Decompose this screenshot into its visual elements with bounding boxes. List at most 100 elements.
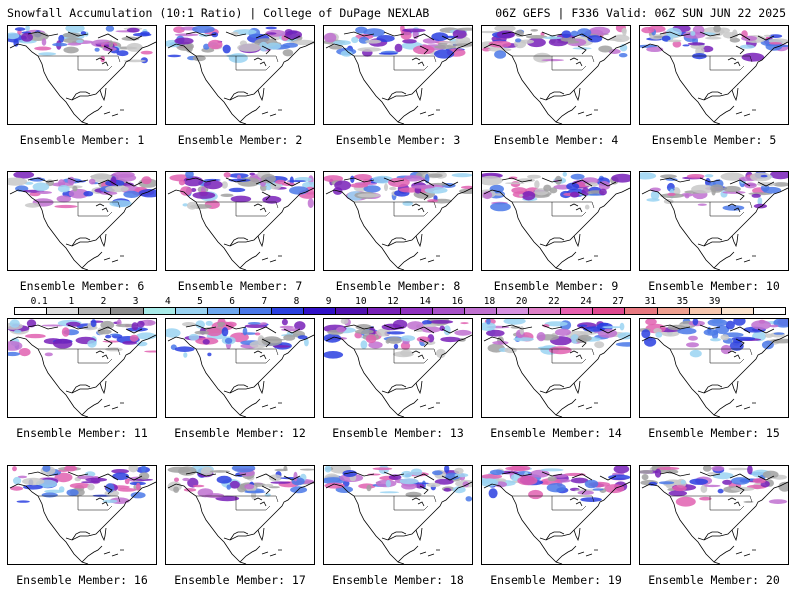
ensemble-map-panel: [165, 25, 315, 125]
snowfall-shading: [8, 172, 156, 209]
ensemble-member-label: Ensemble Member: 5: [651, 133, 777, 147]
snowfall-shading: [482, 466, 630, 502]
colorbar-ticks: 0.1 1 2 3 4 5 6 7 8 9 10 12 14 16 18 20 22 24 27 31 35 39: [14, 296, 786, 307]
ensemble-map-panel: [323, 465, 473, 565]
snowfall-map: [324, 466, 472, 564]
colorbar-tick-label: 7: [261, 296, 268, 307]
snowfall-shading: [166, 26, 314, 63]
ensemble-map-panel: [7, 318, 157, 418]
ensemble-map-panel: [639, 171, 789, 271]
colorbar-swatch: [432, 308, 465, 314]
colorbar-swatch: [721, 308, 754, 314]
snowfall-shading: [324, 26, 472, 59]
snowfall-map: [167, 172, 314, 270]
colorbar-tick-label: 27: [612, 296, 624, 307]
snowfall-map: [482, 172, 630, 270]
colorbar-tick-label: 0.1: [30, 296, 48, 307]
colorbar-swatch: [143, 308, 176, 314]
snowfall-shading: [482, 172, 630, 212]
ensemble-map-panel: [165, 318, 315, 418]
snowfall-map: [166, 319, 314, 417]
ensemble-map-panel: [639, 465, 789, 565]
ensemble-map-panel: [165, 465, 315, 565]
ensemble-map-panel: [481, 465, 631, 565]
snowfall-shading: [640, 172, 788, 211]
colorbar-swatch: [657, 308, 690, 314]
ensemble-map-panel: [7, 171, 157, 271]
ensemble-member-label: Ensemble Member: 12: [174, 426, 306, 440]
colorbar-swatch: [304, 308, 337, 314]
colorbar-swatch: [625, 308, 658, 314]
snowfall-map: [324, 26, 472, 124]
colorbar-tick-label: 8: [293, 296, 300, 307]
snowfall-map: [640, 466, 788, 564]
colorbar-tick-label: 14: [419, 296, 431, 307]
colorbar-tick-label: 22: [548, 296, 560, 307]
colorbar-tick-label: 12: [387, 296, 399, 307]
colorbar-tick-label: 1: [68, 296, 75, 307]
colorbar-swatch: [272, 308, 305, 314]
snowfall-shading: [167, 466, 314, 502]
colorbar-swatch: [368, 308, 401, 314]
snowfall-map: [8, 319, 156, 417]
ensemble-member-label: Ensemble Member: 9: [493, 279, 619, 293]
snowfall-shading: [324, 319, 472, 359]
colorbar-tick-label: 10: [355, 296, 367, 307]
colorbar-tick-label: 4: [164, 296, 171, 307]
ensemble-member-label: Ensemble Member: 17: [174, 573, 306, 587]
ensemble-member-label: Ensemble Member: 6: [19, 279, 145, 293]
snowfall-map: [9, 466, 156, 564]
snowfall-shading: [640, 466, 788, 507]
ensemble-map-panel: [639, 25, 789, 125]
colorbar-tick-label: 20: [515, 296, 528, 307]
colorbar-swatch: [79, 308, 112, 314]
header: Snowfall Accumulation (10:1 Ratio) | Col…: [0, 0, 800, 22]
ensemble-member-label: Ensemble Member: 19: [490, 573, 622, 587]
snowfall-shading: [166, 319, 309, 358]
snowfall-shading: [482, 319, 630, 355]
ensemble-member-label: Ensemble Member: 16: [16, 573, 148, 587]
snowfall-map: [640, 172, 788, 270]
ensemble-map-panel: [165, 171, 315, 271]
snowfall-shading: [640, 319, 788, 358]
snowfall-map: [640, 319, 788, 417]
ensemble-member-label: Ensemble Member: 20: [648, 573, 780, 587]
snowfall-shading: [169, 172, 314, 210]
colorbar-swatch: [561, 308, 594, 314]
ensemble-map-panel: [481, 318, 631, 418]
snowfall-map: [8, 26, 156, 124]
colorbar-tick-label: 9: [325, 296, 332, 307]
colorbar-swatch: [593, 308, 626, 314]
snowfall-shading: [10, 466, 154, 504]
run-valid-time: 06Z GEFS | F336 Valid: 06Z SUN JUN 22 20…: [495, 6, 786, 20]
colorbar-tick-label: 3: [132, 296, 139, 307]
ensemble-map-panel: [639, 318, 789, 418]
colorbar-tick-label: 6: [229, 296, 236, 307]
ensemble-member-label: Ensemble Member: 7: [177, 279, 303, 293]
snowfall-map: [166, 26, 314, 124]
colorbar-tick-label: 24: [580, 296, 592, 307]
colorbar-swatch: [336, 308, 369, 314]
ensemble-member-label: Ensemble Member: 13: [332, 426, 464, 440]
snowfall-shading: [8, 319, 156, 357]
ensemble-map-panel: [481, 171, 631, 271]
ensemble-member-label: Ensemble Member: 11: [16, 426, 148, 440]
ensemble-map-panel: [7, 465, 157, 565]
snowfall-map: [482, 466, 630, 564]
colorbar-swatch: [464, 308, 497, 314]
colorbar-swatch: [239, 308, 272, 314]
ensemble-map-panel: [323, 171, 473, 271]
product-title: Snowfall Accumulation (10:1 Ratio) | Col…: [7, 6, 430, 20]
snowfall-map: [482, 26, 630, 124]
colorbar-swatch: [15, 308, 48, 314]
colorbar-tick-label: 39: [708, 296, 721, 307]
colorbar-swatch: [753, 308, 785, 314]
colorbar-tick-label: 2: [100, 296, 107, 307]
colorbar-swatch: [689, 308, 722, 314]
ensemble-member-label: Ensemble Member: 18: [332, 573, 464, 587]
snowfall-map: [8, 172, 156, 270]
colorbar-tick-label: 35: [676, 296, 689, 307]
colorbar-swatch: [529, 308, 562, 314]
ensemble-member-label: Ensemble Member: 1: [19, 133, 145, 147]
colorbar-tick-label: 5: [197, 296, 203, 307]
